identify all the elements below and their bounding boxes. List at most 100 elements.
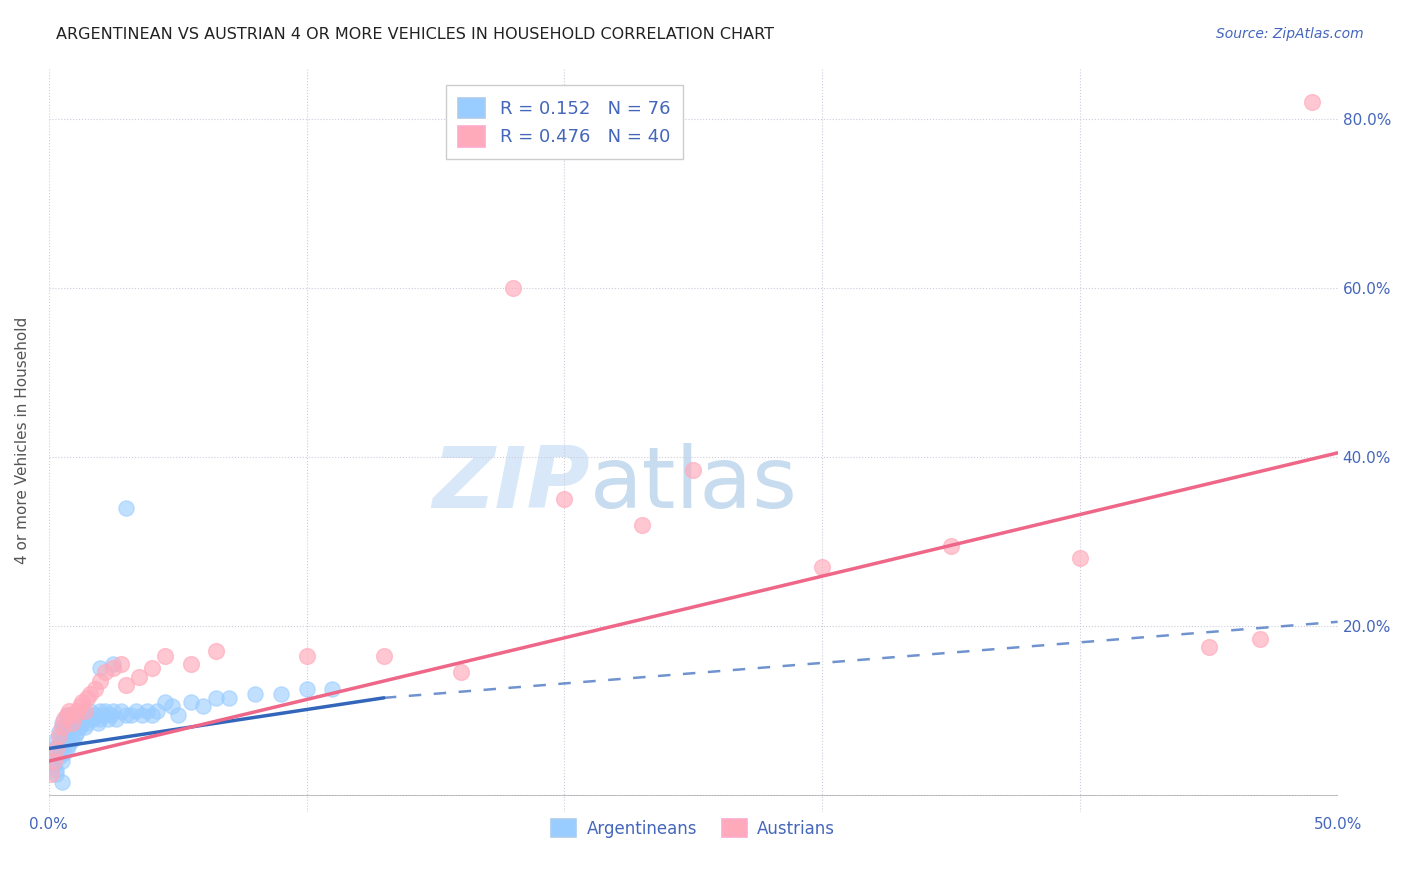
Point [205,690,228,705]
Point [120,707,142,722]
Text: ZIP: ZIP [433,443,591,526]
Point [84,682,107,697]
Point [60,707,83,722]
Point [89,673,111,688]
Point [125,704,148,718]
Point [58,724,80,739]
Point [193,699,215,714]
Point [60,733,83,747]
Point [51,720,73,734]
Point [63,716,86,731]
Point [60,716,83,731]
Point [87,716,110,731]
Point [41,754,63,768]
Point [115,678,138,692]
Point [51,729,73,743]
Point [42,758,65,772]
Point [243,687,266,701]
Point [630,517,652,532]
Point [53,733,76,747]
Point [103,657,125,671]
Point [66,704,89,718]
Point [48,750,70,764]
Point [63,729,86,743]
Point [79,712,101,726]
Point [94,665,117,680]
Point [41,767,63,781]
Point [141,707,163,722]
Point [58,704,80,718]
Point [115,500,138,515]
Point [104,712,127,726]
Point [42,741,65,756]
Point [48,724,70,739]
Point [45,763,67,777]
Point [135,704,157,718]
Point [73,704,96,718]
Point [53,720,76,734]
Point [373,648,395,663]
Point [73,707,96,722]
Point [76,707,98,722]
Text: Source: ZipAtlas.com: Source: ZipAtlas.com [1216,27,1364,41]
Point [450,665,472,680]
Point [51,716,73,731]
Point [180,695,202,709]
Point [79,687,101,701]
Point [180,657,202,671]
Point [58,737,80,751]
Point [56,716,79,731]
Point [811,560,834,574]
Point [45,746,67,760]
Point [94,704,117,718]
Point [72,707,94,722]
Point [56,741,79,756]
Y-axis label: 4 or more Vehicles in Household: 4 or more Vehicles in Household [15,317,30,564]
Point [295,682,318,697]
Point [141,661,163,675]
Point [270,687,292,701]
Point [166,707,188,722]
Point [1198,640,1220,655]
Point [53,712,76,726]
Point [295,648,318,663]
Point [58,712,80,726]
Point [153,648,176,663]
Point [128,670,150,684]
Point [97,712,120,726]
Point [66,712,89,726]
Point [153,695,176,709]
Point [53,746,76,760]
Point [89,712,111,726]
Point [51,754,73,768]
Point [56,707,79,722]
Point [89,661,111,675]
Point [56,729,79,743]
Point [45,767,67,781]
Point [73,720,96,734]
Point [48,737,70,751]
Point [66,724,89,739]
Point [72,716,94,731]
Point [321,682,343,697]
Point [162,699,184,714]
Point [103,661,125,675]
Point [69,699,91,714]
Point [60,720,83,734]
Point [103,704,125,718]
Point [939,539,962,553]
Point [553,492,575,507]
Point [682,463,704,477]
Text: atlas: atlas [591,443,799,526]
Point [76,716,98,731]
Point [100,707,122,722]
Point [84,707,107,722]
Point [45,741,67,756]
Point [51,741,73,756]
Point [1069,551,1091,566]
Point [56,707,79,722]
Point [45,733,67,747]
Point [131,707,153,722]
Point [42,754,65,768]
Point [205,644,228,658]
